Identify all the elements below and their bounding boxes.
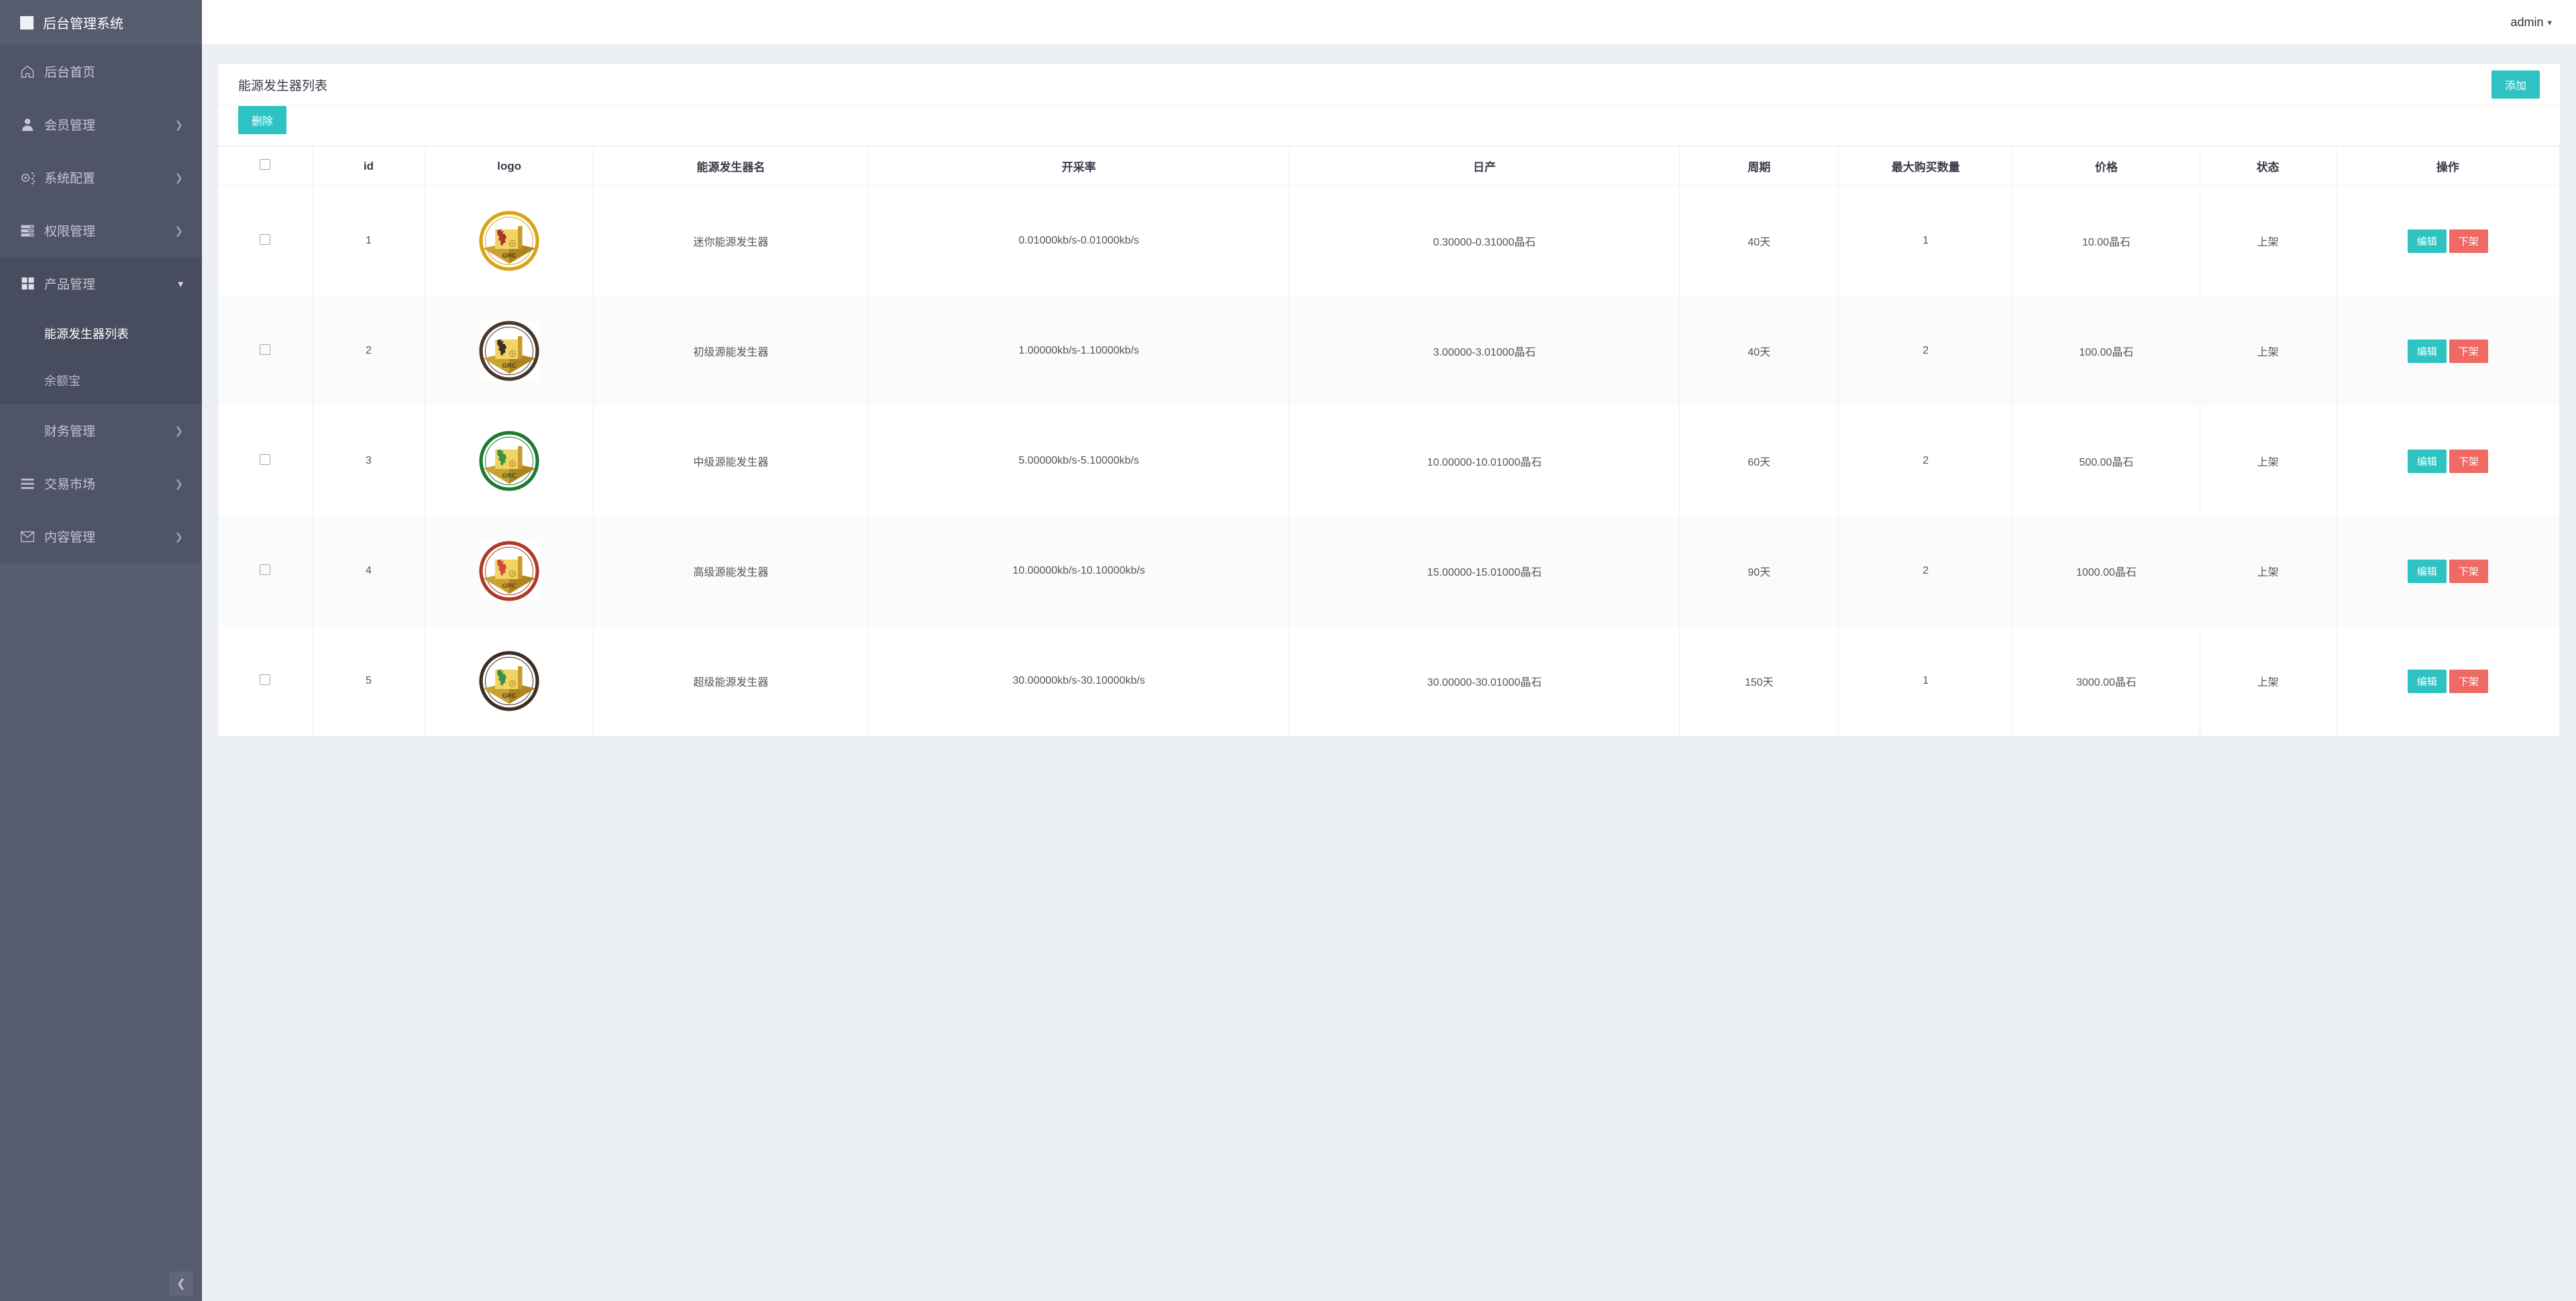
svg-text:GRC: GRC <box>502 582 516 590</box>
svg-text:GRC: GRC <box>502 472 516 480</box>
svg-text:GRC: GRC <box>502 252 516 260</box>
svg-text:GRC: GRC <box>502 692 516 700</box>
svg-text:GRC: GRC <box>502 362 516 370</box>
